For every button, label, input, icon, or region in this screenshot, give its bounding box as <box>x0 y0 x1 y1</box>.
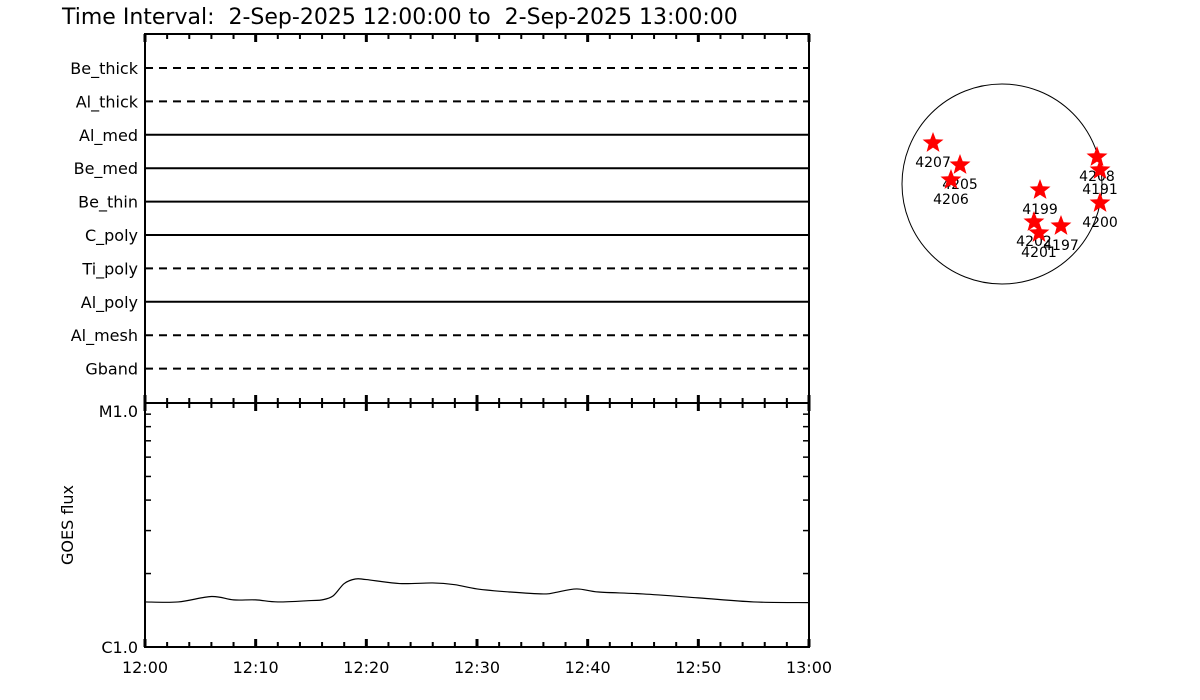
filter-row-label: Al_med <box>79 126 138 146</box>
active-region-marker <box>1089 159 1111 179</box>
solar-limb <box>901 83 1103 285</box>
active-region-label: 4191 <box>1082 182 1118 198</box>
chart-title: Time Interval: 2-Sep-2025 12:00:00 to 2-… <box>61 5 738 30</box>
x-tick-label: 12:20 <box>343 658 389 677</box>
timeline-frame <box>144 33 810 404</box>
active-region-label: 4201 <box>1021 245 1057 261</box>
filter-row-label: Gband <box>85 360 138 379</box>
filter-row-label: Al_thick <box>76 92 139 112</box>
goes-flux-panel: 12:00 12:10 12:20 12:30 12:40 12:50 13:00 C1.0 M… <box>58 402 832 677</box>
filter-row-label: Be_thin <box>78 193 138 213</box>
active-region-label: 4207 <box>915 155 951 171</box>
x-tick-label: 12:30 <box>454 658 500 677</box>
active-region-marker <box>1050 215 1072 235</box>
active-region-label: 4197 <box>1043 238 1079 254</box>
active-region-marker <box>922 132 944 152</box>
active-region-label: 4199 <box>1022 202 1058 218</box>
active-region-label: 4208 <box>1079 169 1115 185</box>
active-region-marker <box>1086 146 1108 166</box>
active-region-marker <box>940 169 962 189</box>
x-tick-label: 12:10 <box>233 658 279 677</box>
filter-row-label: Al_poly <box>81 293 138 313</box>
y-axis-label: GOES flux <box>58 485 77 565</box>
filter-row-label: Be_thick <box>70 59 138 79</box>
filter-row-label: C_poly <box>85 226 138 246</box>
active-region-label: 4200 <box>1082 215 1118 231</box>
filter-timeline-panel: Be_thick Al_thick Al_med Be_med Be_thin C_pol… <box>70 33 811 411</box>
x-tick-label: 12:50 <box>675 658 721 677</box>
active-region-marker <box>1023 211 1045 231</box>
filter-row-label: Al_mesh <box>71 326 138 346</box>
active-region-marker <box>1028 222 1050 242</box>
active-region-marker <box>949 154 971 174</box>
x-tick-label: 12:40 <box>565 658 611 677</box>
filter-row-label: Ti_poly <box>81 259 138 279</box>
x-tick-label: 12:00 <box>122 658 168 677</box>
goes-flux-line <box>144 578 810 604</box>
active-region-marker <box>1089 192 1111 212</box>
filter-row-label: Be_med <box>74 159 138 179</box>
x-tick-label: 13:00 <box>786 658 832 677</box>
active-region-marker <box>1029 179 1051 199</box>
y-tick-label: M1.0 <box>99 402 138 421</box>
y-tick-label: C1.0 <box>101 638 138 657</box>
active-region-label: 4206 <box>933 192 969 208</box>
goes-frame <box>144 402 810 648</box>
